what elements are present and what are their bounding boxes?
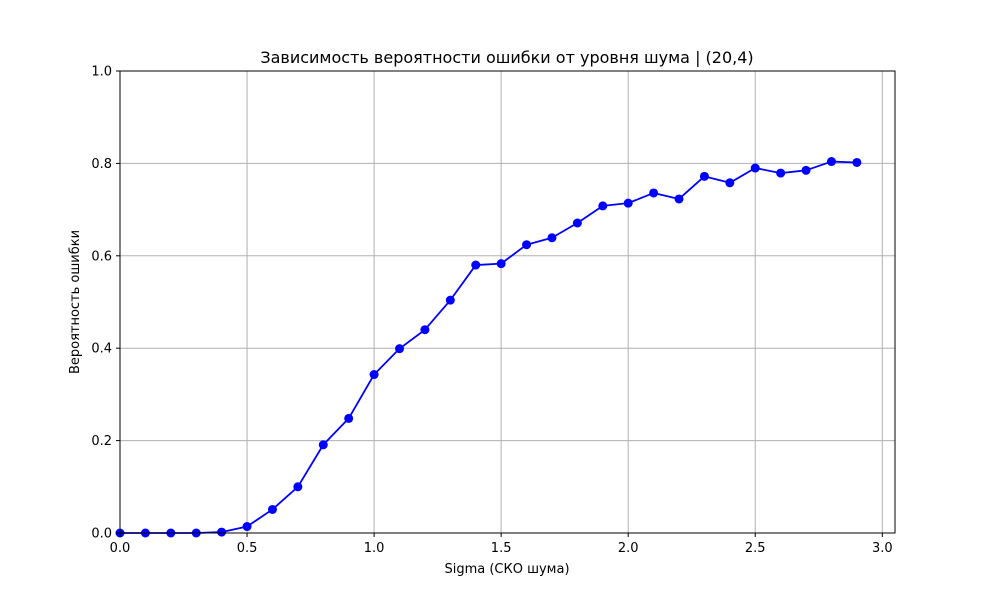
y-tick-label: 0.4	[91, 342, 112, 357]
x-tick-label: 2.0	[618, 541, 639, 556]
data-point	[598, 201, 608, 211]
data-point	[750, 163, 760, 173]
y-axis: 0.0 0.2 0.4 0.6 0.8 1.0	[91, 65, 120, 542]
data-point	[293, 482, 303, 492]
data-point	[572, 218, 582, 228]
x-tick-label: 0.5	[237, 541, 258, 556]
data-point	[674, 194, 684, 204]
chart-title: Зависимость вероятности ошибки от уровня…	[260, 48, 753, 67]
data-point	[267, 504, 277, 514]
x-tick-label: 0.0	[110, 541, 131, 556]
y-axis-label: Вероятность ошибки	[68, 230, 83, 374]
data-point	[445, 295, 455, 305]
data-point	[649, 188, 659, 198]
data-point	[369, 370, 379, 380]
plot-frame	[119, 70, 896, 534]
data-point	[522, 240, 532, 250]
y-tick-label: 0.8	[91, 157, 112, 172]
data-point	[801, 165, 811, 175]
x-tick-label: 1.0	[364, 541, 385, 556]
data-point	[623, 198, 633, 208]
data-point	[242, 522, 252, 532]
x-axis: 0.0 0.5 1.0 1.5 2.0 2.5 3.0	[110, 533, 893, 556]
data-point	[547, 233, 557, 243]
data-point	[420, 325, 430, 335]
data-point	[776, 168, 786, 178]
data-point	[852, 157, 862, 167]
data-point	[217, 527, 227, 537]
data-point	[725, 178, 735, 188]
data-point	[496, 259, 506, 269]
data-point	[699, 171, 709, 181]
data-point	[826, 157, 836, 167]
data-point	[318, 440, 328, 450]
x-tick-label: 3.0	[872, 541, 893, 556]
data-point	[344, 413, 354, 423]
x-tick-label: 1.5	[491, 541, 512, 556]
data-point	[395, 344, 405, 354]
y-tick-label: 0.0	[91, 527, 112, 542]
y-tick-label: 0.2	[91, 434, 112, 449]
y-tick-label: 0.6	[91, 249, 112, 264]
data-point	[471, 260, 481, 270]
y-tick-label: 1.0	[91, 65, 112, 80]
series-layer	[115, 157, 862, 538]
x-tick-label: 2.5	[745, 541, 766, 556]
x-axis-label: Sigma (СКО шума)	[444, 562, 569, 577]
